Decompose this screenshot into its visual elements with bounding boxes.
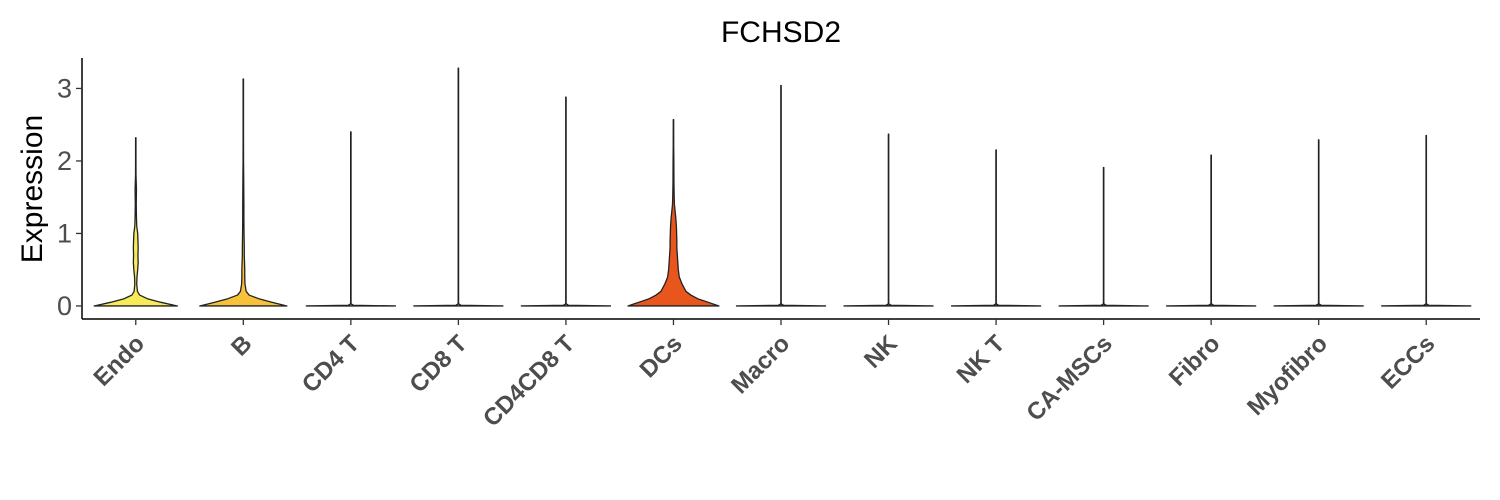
- violin-ca-mscs: [1058, 166, 1149, 307]
- violin-b: [199, 78, 288, 307]
- x-tick-label: B: [226, 330, 257, 361]
- violin-fibro: [1165, 154, 1257, 307]
- plot-area: [93, 67, 1472, 307]
- x-tick-label: ECCs: [1376, 330, 1440, 394]
- x-tick-label: DCs: [635, 330, 688, 383]
- violin-nk: [843, 133, 934, 307]
- x-tick-label: Fibro: [1164, 330, 1226, 392]
- x-tick-label: Macro: [726, 330, 795, 399]
- violin-cd4-t: [305, 131, 397, 307]
- x-tick-label: CD4CD8 T: [478, 330, 580, 432]
- x-tick-label: CA-MSCs: [1021, 330, 1117, 426]
- x-tick-label: CD8 T: [405, 330, 473, 398]
- x-tick-label: Endo: [89, 330, 151, 392]
- x-tick-label: NK T: [952, 330, 1011, 389]
- y-axis-label: Expression: [16, 115, 49, 263]
- violin-myofibro: [1273, 139, 1364, 307]
- y-tick-label: 1: [57, 218, 72, 248]
- violin-endo: [93, 137, 179, 307]
- violin-dcs: [627, 118, 720, 307]
- y-tick-label: 0: [57, 291, 72, 321]
- violin-eccs: [1381, 134, 1472, 307]
- y-tick-label: 2: [57, 146, 72, 176]
- violin-cd4cd8-t: [520, 96, 612, 307]
- y-tick-label: 3: [57, 73, 72, 103]
- x-tick-label: Myofibro: [1242, 330, 1333, 421]
- violin-macro: [735, 84, 827, 307]
- x-tick-label: NK: [859, 330, 903, 374]
- x-tick-label: CD4 T: [297, 330, 365, 398]
- y-axis: 0 1 2 3: [57, 58, 83, 321]
- violin-cd8-t: [413, 67, 504, 307]
- x-axis: Endo B CD4 T CD8 T CD4CD8 T DCs Macro NK NK T CA-…: [82, 318, 1480, 432]
- violin-nk-t: [950, 149, 1042, 307]
- chart-title: FCHSD2: [721, 16, 841, 49]
